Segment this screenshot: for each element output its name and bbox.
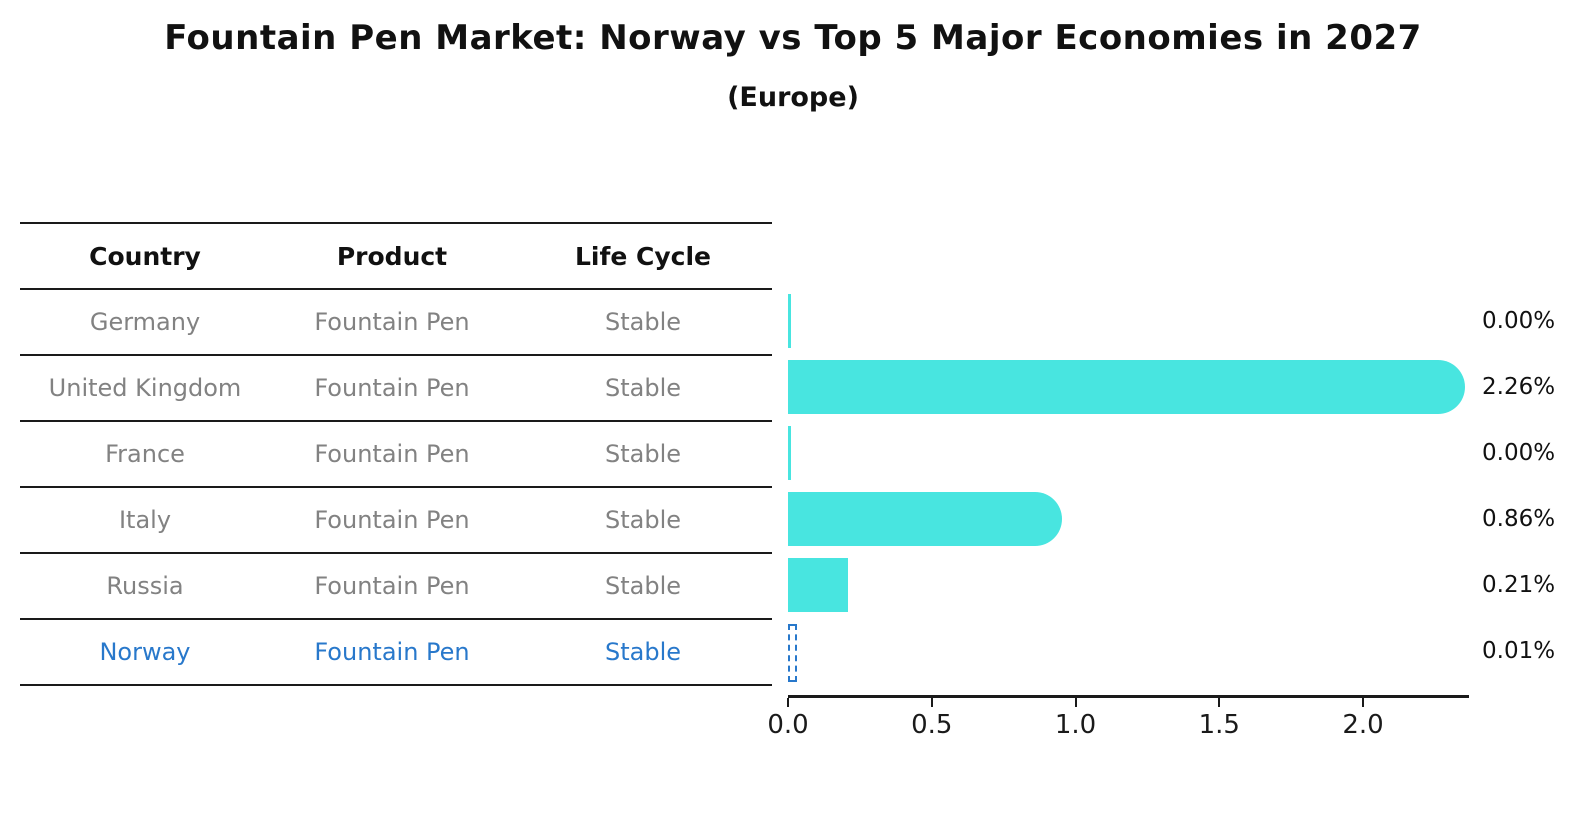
table-row-russia: Russia Fountain Pen Stable xyxy=(20,554,772,620)
bar-italy xyxy=(788,492,1063,546)
page-subtitle: (Europe) xyxy=(727,82,859,113)
life-cycle-cell: Stable xyxy=(604,572,682,600)
product-cell: Fountain Pen xyxy=(314,308,470,336)
life-cycle-cell: Stable xyxy=(604,308,682,336)
x-axis-tick xyxy=(1218,698,1221,707)
x-axis-tick xyxy=(930,698,933,707)
value-label-united-kingdom: 2.26% xyxy=(1482,374,1556,400)
x-axis-tick xyxy=(1362,698,1364,707)
country-cell: United Kingdom xyxy=(48,374,242,402)
table-row-france: France Fountain Pen Stable xyxy=(20,422,772,488)
value-label-norway: 0.01% xyxy=(1482,638,1556,664)
x-axis-tick-label: 2.0 xyxy=(1342,710,1384,740)
life-cycle-cell: Stable xyxy=(604,440,682,468)
x-axis-tick-label: 1.5 xyxy=(1198,710,1240,740)
product-cell: Fountain Pen xyxy=(314,374,470,402)
value-label-italy: 0.86% xyxy=(1482,506,1556,532)
value-label-france: 0.00% xyxy=(1482,440,1556,466)
life-cycle-cell: Stable xyxy=(604,374,682,402)
country-cell: Norway xyxy=(99,638,191,666)
life-cycle-cell: Stable xyxy=(604,638,682,666)
page-title: Fountain Pen Market: Norway vs Top 5 Maj… xyxy=(164,18,1422,58)
table-header-row: Country Product Life Cycle xyxy=(20,224,772,290)
country-cell: Russia xyxy=(106,572,184,600)
x-axis-line xyxy=(788,695,1469,698)
x-axis-tick xyxy=(787,698,789,707)
country-cell: Italy xyxy=(118,506,172,534)
x-axis-tick-label: 0.5 xyxy=(911,710,953,740)
x-axis-tick-label: 1.0 xyxy=(1054,710,1097,740)
table-row-germany: Germany Fountain Pen Stable xyxy=(20,290,772,356)
product-cell: Fountain Pen xyxy=(314,440,470,468)
bar-russia xyxy=(788,558,849,612)
x-axis-tick-label: 0.0 xyxy=(767,710,809,740)
life-cycle-cell: Stable xyxy=(604,506,682,534)
country-table: Country Product Life Cycle Germany Fount… xyxy=(20,222,772,686)
table-row-italy: Italy Fountain Pen Stable xyxy=(20,488,772,554)
bar-germany xyxy=(788,294,791,348)
country-cell: France xyxy=(105,440,185,468)
value-label-germany: 0.00% xyxy=(1482,308,1556,334)
x-axis-tick xyxy=(1074,698,1077,707)
value-label-russia: 0.21% xyxy=(1482,572,1556,598)
bar-united-kingdom xyxy=(788,360,1465,414)
column-header-country: Country xyxy=(89,241,201,271)
bar-france xyxy=(788,426,791,480)
bar-norway-highlighted xyxy=(788,624,797,682)
product-cell: Fountain Pen xyxy=(314,506,470,534)
product-cell: Fountain Pen xyxy=(314,638,470,666)
table-row-norway: Norway Fountain Pen Stable xyxy=(20,620,772,686)
product-cell: Fountain Pen xyxy=(314,572,470,600)
column-header-life-cycle: Life Cycle xyxy=(574,241,712,271)
column-header-product: Product xyxy=(336,241,448,271)
country-cell: Germany xyxy=(89,308,201,336)
table-row-united-kingdom: United Kingdom Fountain Pen Stable xyxy=(20,356,772,422)
